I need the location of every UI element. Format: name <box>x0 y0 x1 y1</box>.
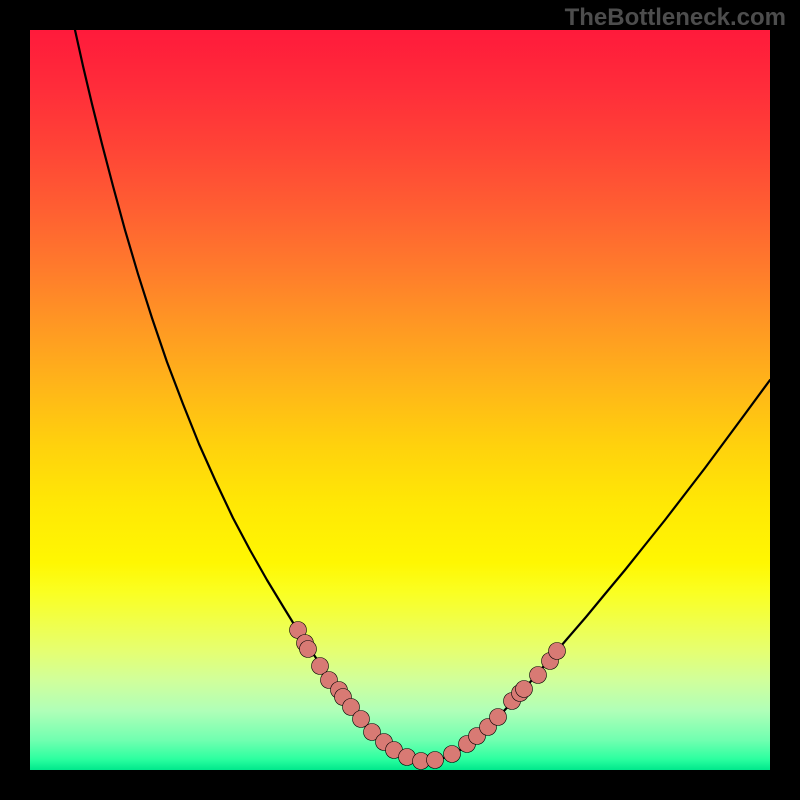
data-marker <box>549 643 566 660</box>
data-marker <box>300 641 317 658</box>
plot-area <box>30 30 770 770</box>
chart-svg <box>30 30 770 770</box>
watermark-label: TheBottleneck.com <box>565 4 786 32</box>
data-marker <box>427 752 444 769</box>
data-marker <box>490 709 507 726</box>
data-marker <box>530 667 547 684</box>
chart-frame: TheBottleneck.com <box>0 0 800 800</box>
data-marker <box>516 681 533 698</box>
gradient-background <box>30 30 770 770</box>
data-marker <box>444 746 461 763</box>
